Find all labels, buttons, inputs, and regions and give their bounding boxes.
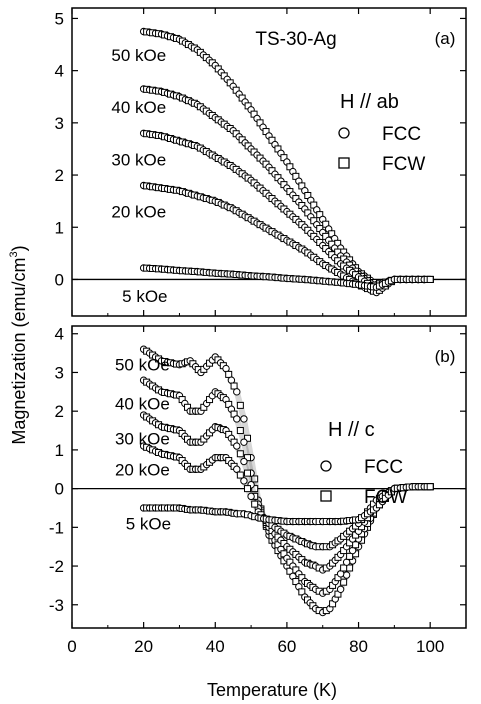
- series-5-koe: [139, 482, 434, 526]
- y-axis-label: Magnetization (emu/cm3): [8, 245, 29, 444]
- sample-label: TS-30-Ag: [255, 29, 336, 50]
- y-tick-label: 1: [55, 441, 64, 460]
- fcc-marker: [240, 415, 248, 423]
- curve-label: 5 kOe: [122, 287, 167, 306]
- fcw-marker: [236, 401, 244, 409]
- x-tick-label: 100: [416, 637, 444, 656]
- curve-label: 50 kOe: [111, 46, 166, 65]
- y-axis-label-close: ): [9, 245, 29, 251]
- y-axis-label-sup: 3: [8, 251, 20, 257]
- fcc-marker: [240, 457, 248, 466]
- y-tick-label: 5: [55, 9, 64, 28]
- fcw-marker: [346, 552, 354, 560]
- fcw-marker: [244, 469, 252, 477]
- legend-circle-marker: [338, 127, 350, 139]
- fcc-marker: [222, 364, 230, 373]
- fcw-marker: [236, 450, 244, 458]
- x-tick-label: 80: [349, 637, 368, 656]
- y-tick-label: 1: [55, 218, 64, 237]
- y-tick-label: 4: [55, 325, 64, 344]
- y-tick-label: 3: [55, 363, 64, 382]
- y-tick-label: 3: [55, 114, 64, 133]
- legend-square-marker: [320, 490, 332, 502]
- y-tick-label: 0: [55, 480, 64, 499]
- y-tick-label: 2: [55, 166, 64, 185]
- y-tick-label: -1: [49, 518, 64, 537]
- panel-b: 0 20 40 60 80 100 -3 -2 -1 0 1 2 3 4 50 kOe 40 kOe 30 kO…: [49, 325, 467, 656]
- y-tick-label: 2: [55, 402, 64, 421]
- fcw-marker: [251, 500, 259, 508]
- curve-label: 40 kOe: [111, 98, 166, 117]
- fcc-marker: [233, 465, 241, 473]
- legend-circle-marker: [320, 460, 332, 472]
- plot-frame: [71, 7, 467, 317]
- fcc-marker: [247, 492, 255, 501]
- fcw-marker: [230, 382, 238, 390]
- fcc-marker: [240, 438, 248, 446]
- legend-entry: FCW: [364, 487, 407, 508]
- legend-entry: FCW: [382, 154, 425, 175]
- y-tick-label: -2: [49, 557, 64, 576]
- fcc-marker: [336, 570, 345, 578]
- fcw-marker: [426, 275, 434, 283]
- fcw-marker: [225, 370, 233, 378]
- x-tick-label: 40: [206, 637, 225, 656]
- fcc-marker: [348, 546, 357, 555]
- fcw-marker: [244, 485, 252, 493]
- curve-label: 50 kOe: [115, 356, 170, 375]
- series-50-koe: [139, 345, 434, 617]
- fcw-marker: [426, 483, 434, 491]
- fcw-marker: [340, 578, 348, 586]
- curve-label: 20 kOe: [115, 460, 170, 479]
- fcc-marker: [233, 442, 241, 450]
- curve-label: 20 kOe: [111, 203, 166, 222]
- y-tick-label: 4: [55, 62, 64, 81]
- y-axis-label-main: Magnetization (emu/cm: [9, 258, 29, 445]
- fcc-marker: [342, 558, 351, 566]
- x-tick-label: 20: [134, 637, 153, 656]
- x-tick-label: 0: [67, 637, 76, 656]
- curve-label: 30 kOe: [115, 429, 170, 448]
- x-tick-label: 60: [277, 637, 296, 656]
- panel-label: (b): [435, 347, 456, 366]
- fcc-marker: [227, 376, 236, 384]
- curve-label: 5 kOe: [126, 514, 171, 533]
- y-tick-label: 0: [55, 270, 64, 289]
- legend-square-marker: [338, 157, 350, 169]
- panel-label: (a): [435, 29, 456, 48]
- fcw-marker: [236, 427, 244, 435]
- x-axis-label: Temperature (K): [207, 680, 337, 700]
- plot-frame: [71, 325, 467, 629]
- fcc-marker: [233, 415, 241, 423]
- fcw-marker: [251, 475, 259, 483]
- y-tick-label: -3: [49, 596, 64, 615]
- fcc-marker: [336, 585, 345, 593]
- fcc-marker: [233, 388, 241, 396]
- y-axis-label-group: Magnetization (emu/cm3): [8, 245, 29, 444]
- field-direction-label: H // c: [328, 419, 375, 441]
- legend-entry: FCC: [364, 457, 403, 478]
- field-direction-label: H // ab: [340, 91, 399, 113]
- fcw-marker: [352, 541, 360, 549]
- fcw-marker: [340, 564, 348, 572]
- panel-a: 0 1 2 3 4 5 50 kOe 40 kOe 30 kOe 20 kOe 5 kOe TS-30…: [55, 7, 467, 317]
- series-5-koe: [139, 264, 434, 291]
- fcw-marker: [236, 471, 244, 479]
- curve-label: 40 kOe: [115, 394, 170, 413]
- fcc-marker: [240, 477, 248, 485]
- legend-entry: FCC: [382, 124, 421, 145]
- curve-label: 30 kOe: [111, 150, 166, 169]
